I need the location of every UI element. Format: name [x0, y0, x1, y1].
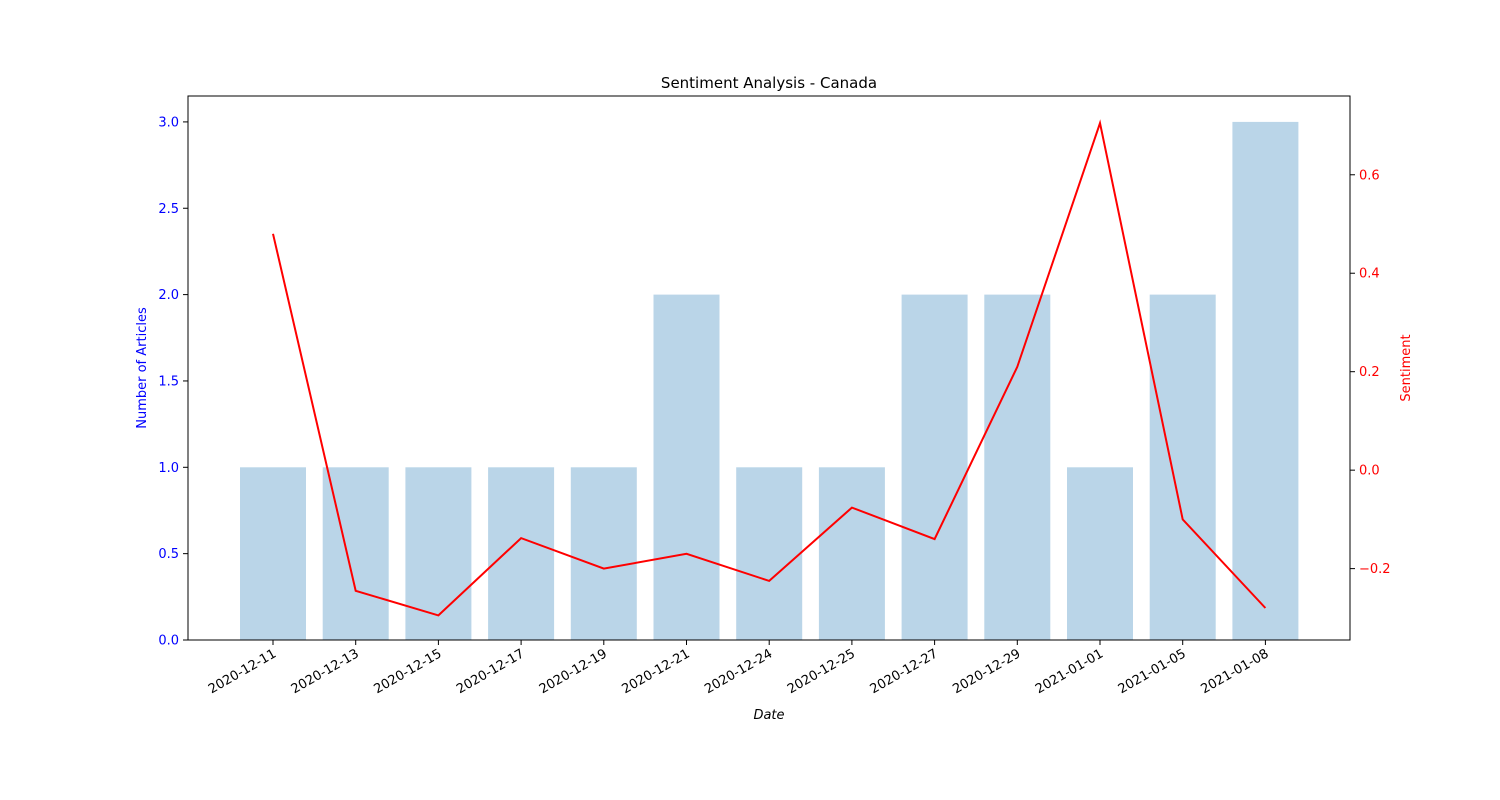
y-tick-label: 1.5 — [158, 374, 179, 389]
bar-2020-12-24 — [736, 467, 803, 640]
y-tick-label: 3.0 — [158, 115, 179, 130]
x-tick-label: 2021-01-08 — [1198, 646, 1271, 697]
y2-tick-label: 0.0 — [1359, 464, 1380, 479]
x-tick-label: 2020-12-25 — [785, 646, 858, 697]
sentiment-line-layer — [272, 119, 1267, 617]
x-tick-label: 2020-12-21 — [620, 646, 693, 697]
x-tick-label: 2020-12-29 — [950, 646, 1023, 697]
bar-2021-01-08 — [1232, 121, 1299, 640]
x-tick-label: 2020-12-13 — [289, 646, 362, 697]
y-axis-left: 0.0 0.5 1.0 1.5 2.0 2.5 3.0 — [158, 115, 188, 649]
bar-2020-12-17 — [488, 467, 555, 640]
x-axis: 2020-12-11 2020-12-13 2020-12-15 2020-12-17… — [206, 640, 1271, 697]
bar-2020-12-19 — [570, 467, 637, 640]
sentiment-line — [272, 119, 1267, 617]
y-tick-label: 0.0 — [158, 634, 179, 649]
bar-2020-12-25 — [818, 467, 885, 640]
y2-tick-label: −0.2 — [1359, 562, 1391, 577]
bars-layer — [240, 121, 1299, 640]
x-tick-label: 2020-12-24 — [702, 646, 775, 697]
y2-tick-label: 0.2 — [1359, 365, 1380, 380]
bar-2020-12-15 — [405, 467, 472, 640]
x-tick-label: 2020-12-11 — [206, 646, 279, 697]
y2-tick-label: 0.4 — [1359, 267, 1380, 282]
y2-tick-label: 0.6 — [1359, 168, 1380, 183]
x-tick-label: 2021-01-05 — [1116, 646, 1189, 697]
bar-2021-01-05 — [1149, 294, 1216, 640]
bar-2020-12-11 — [240, 467, 306, 640]
bar-2020-12-21 — [653, 294, 720, 640]
y-tick-label: 1.0 — [158, 461, 179, 476]
y-tick-label: 2.0 — [158, 288, 179, 303]
x-tick-label: 2020-12-17 — [454, 646, 527, 697]
y-axis-right: −0.2 0.0 0.2 0.4 0.6 — [1350, 168, 1391, 577]
x-axis-label: Date — [753, 708, 784, 723]
bar-2021-01-01 — [1067, 467, 1133, 640]
y-axis-label: Number of Articles — [135, 307, 150, 429]
x-tick-label: 2020-12-27 — [868, 646, 941, 697]
bar-2020-12-27 — [901, 294, 968, 640]
y-tick-label: 0.5 — [158, 547, 179, 562]
bar-2020-12-29 — [984, 294, 1051, 640]
y2-axis-label: Sentiment — [1399, 334, 1414, 401]
x-tick-label: 2020-12-19 — [537, 646, 610, 697]
y-tick-label: 2.5 — [158, 202, 179, 217]
x-tick-label: 2020-12-15 — [371, 646, 444, 697]
x-tick-label: 2021-01-01 — [1033, 646, 1106, 697]
chart-title: Sentiment Analysis - Canada — [661, 74, 877, 92]
